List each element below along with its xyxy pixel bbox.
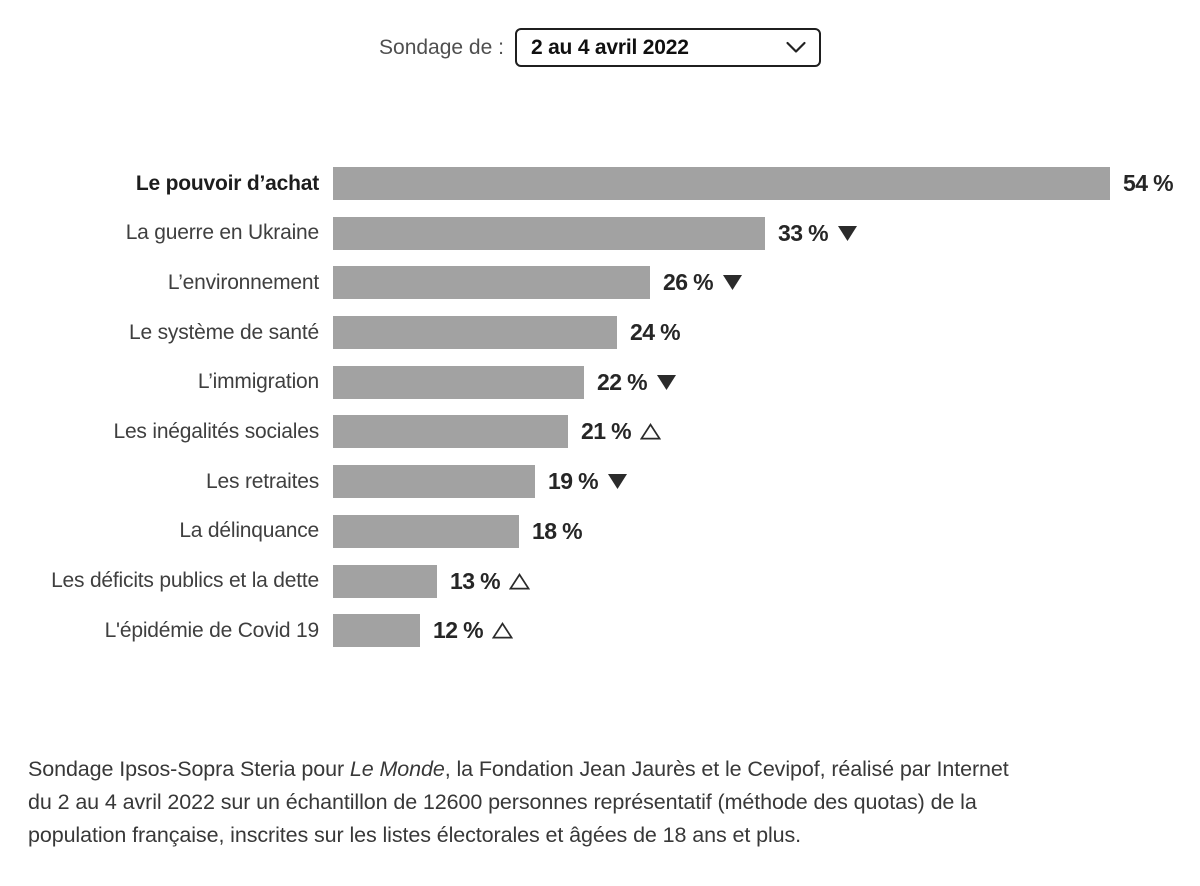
survey-date-select-value: 2 au 4 avril 2022 xyxy=(530,35,689,59)
value-label: 24 % xyxy=(630,319,681,346)
category-label: Le pouvoir d’achat xyxy=(135,171,319,195)
bar xyxy=(333,465,535,499)
category-label: L'épidémie de Covid 19 xyxy=(104,618,320,642)
trend-up-icon xyxy=(509,572,531,590)
value-label: 12 % xyxy=(433,617,484,644)
bar xyxy=(333,365,584,399)
bar xyxy=(333,316,617,350)
bar xyxy=(333,415,568,449)
value-label: 13 % xyxy=(450,567,501,594)
bar xyxy=(333,167,1110,200)
trend-down-icon xyxy=(722,274,743,291)
bar xyxy=(333,216,765,250)
category-label: La délinquance xyxy=(179,519,319,543)
bar-chart: Le pouvoir d’achat 54 % La guerre en Ukr… xyxy=(0,167,1200,648)
source-note-line2: du 2 au 4 avril 2022 sur un échantillon … xyxy=(28,790,977,814)
category-label: Le système de santé xyxy=(129,320,319,344)
survey-date-picker: Sondage de : 2 au 4 avril 2022 xyxy=(0,28,1200,67)
chart-row: La guerre en Ukraine 33 % xyxy=(0,216,1200,250)
source-note-text: , la Fondation Jean Jaurès et le Cevipof… xyxy=(444,757,1009,781)
source-note-text: Sondage Ipsos-Sopra Steria pour xyxy=(28,757,350,781)
value-label: 22 % xyxy=(597,368,648,395)
category-label: L’environnement xyxy=(167,270,319,294)
value-label: 21 % xyxy=(581,418,632,445)
source-note-line3: population française, inscrites sur les … xyxy=(28,823,802,847)
trend-up-icon xyxy=(640,423,662,440)
value-label: 26 % xyxy=(663,269,714,296)
trend-down-icon xyxy=(837,225,858,242)
value-label: 33 % xyxy=(778,219,829,246)
survey-date-label: Sondage de : xyxy=(379,35,504,59)
chevron-down-icon xyxy=(785,41,807,54)
value-label: 19 % xyxy=(548,468,599,495)
value-label: 18 % xyxy=(532,517,583,544)
bar xyxy=(333,266,650,300)
chart-row: L’immigration 22 % xyxy=(0,365,1200,399)
survey-date-select[interactable]: 2 au 4 avril 2022 xyxy=(514,28,821,67)
trend-down-icon xyxy=(656,374,677,391)
chart-row: Les inégalités sociales 21 % xyxy=(0,415,1200,449)
bar xyxy=(333,614,420,648)
category-label: Les inégalités sociales xyxy=(113,419,319,443)
category-label: L’immigration xyxy=(197,370,319,394)
value-label: 54 % xyxy=(1123,170,1174,196)
chart-row: Les retraites 19 % xyxy=(0,465,1200,499)
trend-up-icon xyxy=(492,622,514,639)
bar xyxy=(333,514,519,548)
category-label: Les déficits publics et la dette xyxy=(51,569,319,592)
chart-row: L’environnement 26 % xyxy=(0,266,1200,300)
category-label: Les retraites xyxy=(206,469,319,493)
chart-row: L'épidémie de Covid 19 12 % xyxy=(0,614,1200,648)
trend-down-icon xyxy=(607,473,628,490)
source-note: Sondage Ipsos-Sopra Steria pour Le Monde… xyxy=(28,753,1178,852)
chart-row: La délinquance 18 % xyxy=(0,514,1200,548)
bar xyxy=(333,564,437,598)
chart-row: Le système de santé 24 % xyxy=(0,316,1200,350)
category-label: La guerre en Ukraine xyxy=(125,221,319,245)
publication-name: Le Monde xyxy=(349,757,445,781)
source-note-line1: Sondage Ipsos-Sopra Steria pour Le Monde… xyxy=(28,753,1178,786)
chart-row: Le pouvoir d’achat 54 % xyxy=(0,167,1200,200)
chart-row: Les déficits publics et la dette 13 % xyxy=(0,564,1200,598)
